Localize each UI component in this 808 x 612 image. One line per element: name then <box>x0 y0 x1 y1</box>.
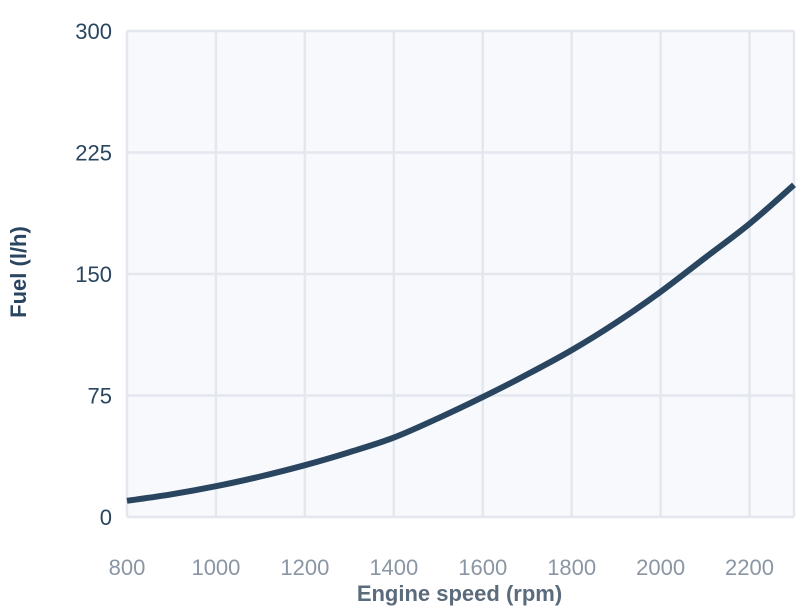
y-tick-label: 75 <box>88 384 112 409</box>
y-axis-title: Fuel (l/h) <box>6 226 31 318</box>
y-tick-label: 0 <box>100 505 112 530</box>
x-tick-label: 1000 <box>191 555 240 580</box>
x-axis-ticks: 800 1000 1200 1400 1600 1800 2000 2200 <box>109 555 774 580</box>
series-group <box>126 182 796 504</box>
x-tick-label: 1600 <box>458 555 507 580</box>
x-tick-label: 1200 <box>280 555 329 580</box>
y-tick-label: 150 <box>75 262 112 287</box>
y-tick-label: 225 <box>75 141 112 166</box>
x-tick-label: 1800 <box>547 555 596 580</box>
y-axis-ticks: 0 75 150 225 300 <box>75 19 112 530</box>
y-tick-label: 300 <box>75 19 112 44</box>
grid-lines <box>125 29 796 519</box>
x-tick-label: 2000 <box>636 555 685 580</box>
x-tick-label: 800 <box>109 555 146 580</box>
series-line <box>126 182 796 504</box>
x-tick-label: 1400 <box>369 555 418 580</box>
x-tick-label: 2200 <box>725 555 774 580</box>
x-axis-title: Engine speed (rpm) <box>357 581 562 606</box>
